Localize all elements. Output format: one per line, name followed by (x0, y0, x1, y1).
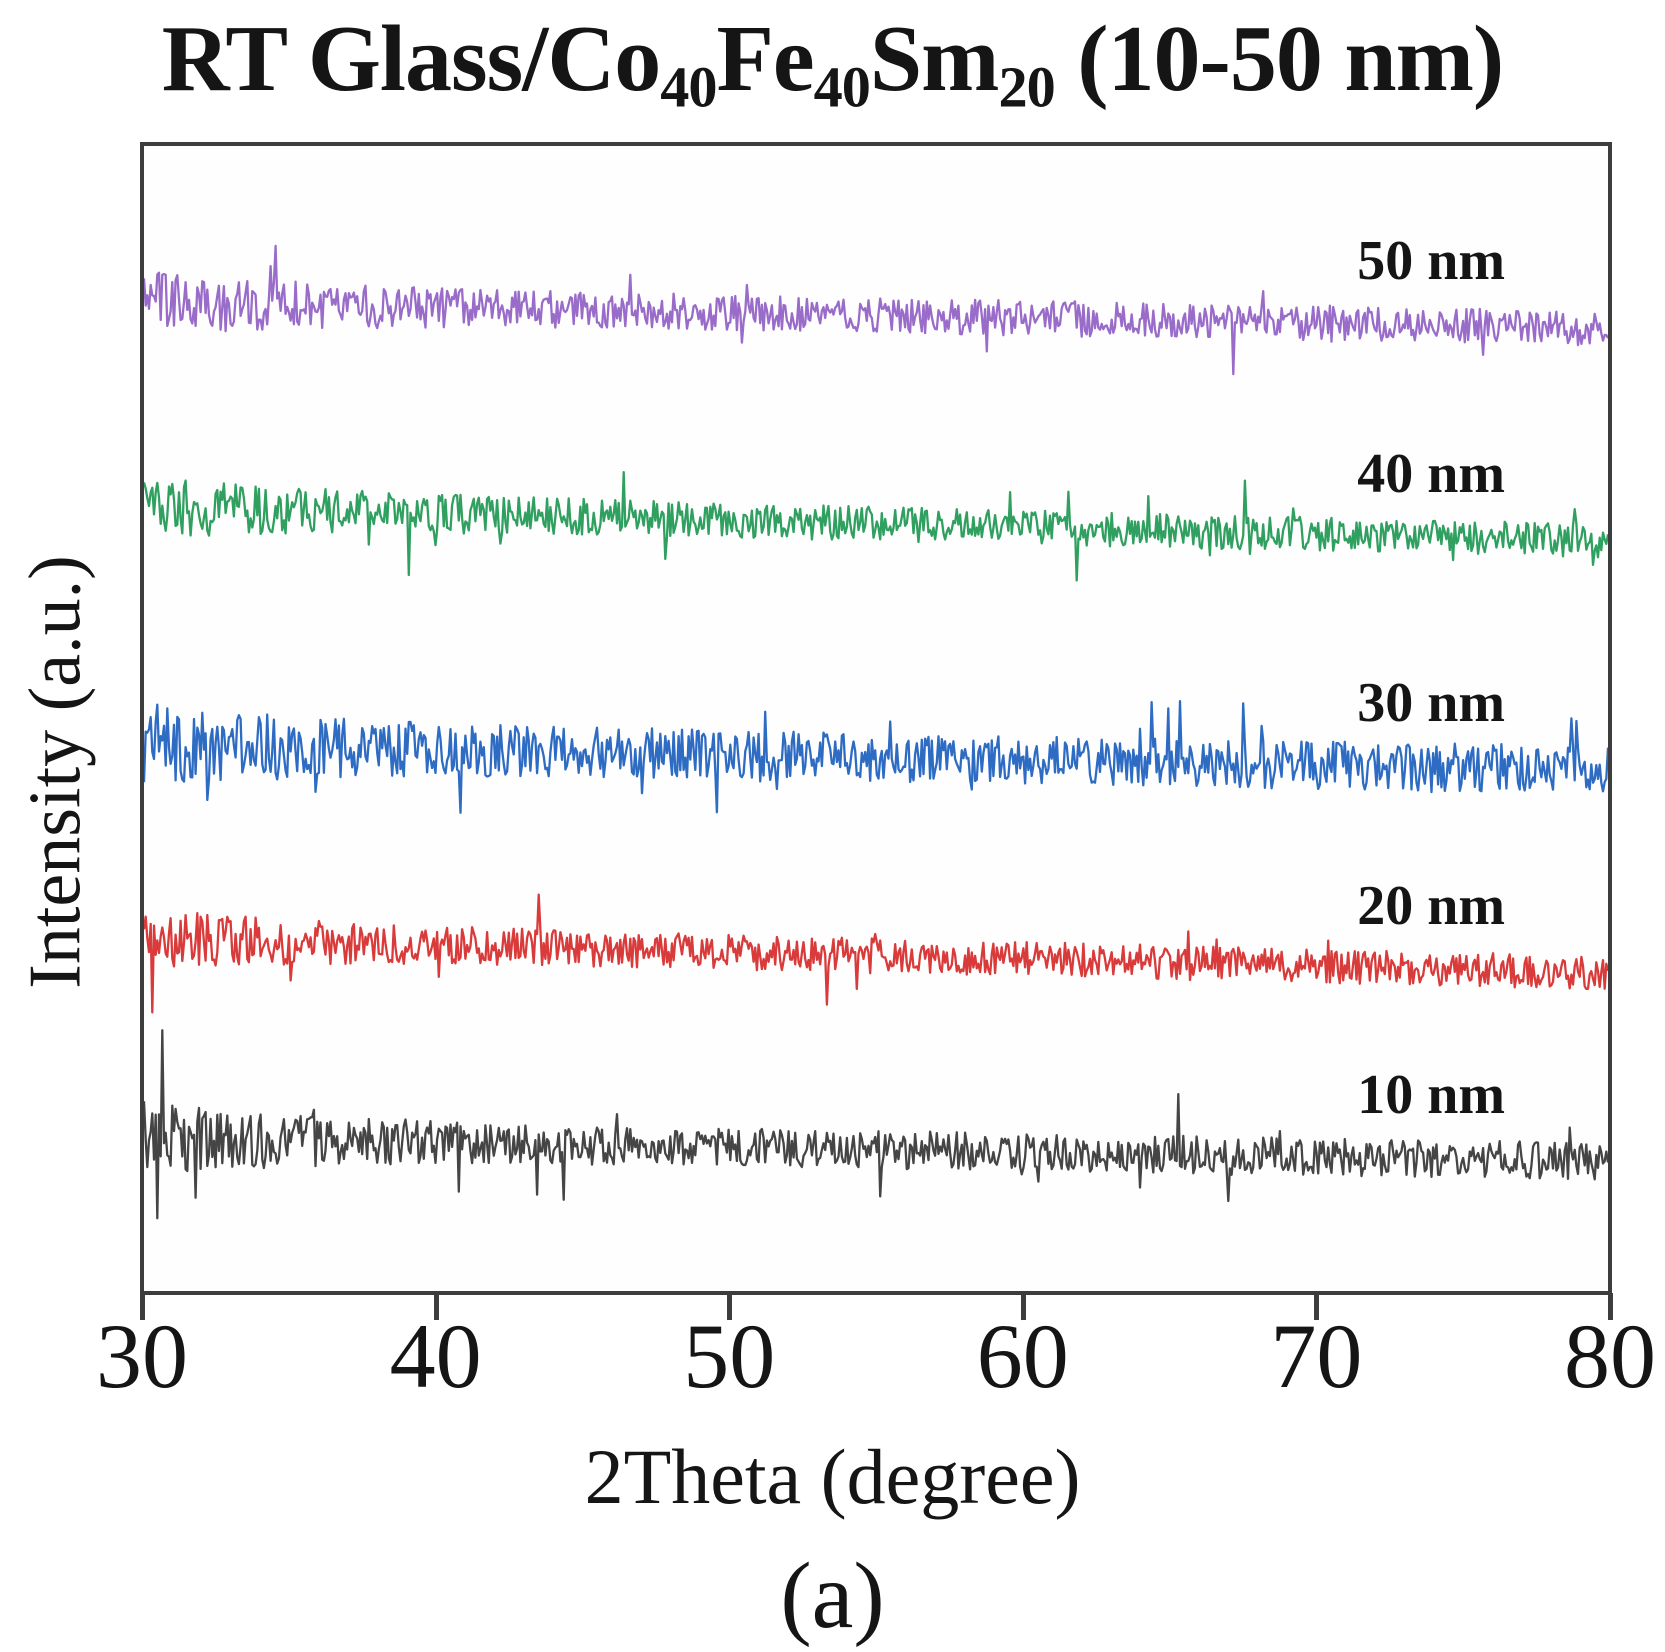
xrd-trace-40nm (144, 470, 1608, 582)
chart-title: RT Glass/Co40Fe40Sm20 (10-50 nm) (0, 7, 1665, 116)
xrd-trace-10nm (144, 1029, 1608, 1220)
x-tick-label-80: 80 (1564, 1305, 1656, 1407)
x-axis-title: 2Theta (degree) (584, 1433, 1081, 1520)
plot-area (140, 142, 1612, 1295)
title-subscript: 40 (813, 54, 871, 120)
x-tick-mark-50 (727, 1293, 733, 1320)
x-tick-label-70: 70 (1270, 1305, 1363, 1407)
xrd-traces-svg (144, 244, 1608, 1220)
x-tick-label-50: 50 (683, 1305, 776, 1407)
x-tick-label-30: 30 (96, 1305, 188, 1407)
x-tick-mark-60 (1020, 1293, 1026, 1320)
x-tick-mark-30 (140, 1293, 145, 1320)
x-tick-label-60: 60 (976, 1305, 1069, 1407)
title-text: RT Glass/Co (161, 7, 661, 111)
x-tick-mark-40 (433, 1293, 439, 1320)
x-tick-label-40: 40 (389, 1305, 482, 1407)
xrd-trace-50nm (144, 244, 1608, 376)
title-subscript: 40 (660, 54, 717, 120)
series-label-50nm: 50 nm (1357, 230, 1505, 293)
xrd-trace-30nm (144, 699, 1608, 814)
x-tick-mark-80 (1608, 1293, 1613, 1320)
title-text: Fe (716, 7, 814, 111)
xrd-trace-20nm (144, 893, 1608, 1014)
figure-caption: (a) (780, 1544, 885, 1648)
title-text: (10-50 nm) (1054, 7, 1504, 111)
series-label-10nm: 10 nm (1357, 1063, 1505, 1126)
series-label-30nm: 30 nm (1357, 672, 1505, 735)
y-axis-title: Intensity (a.u.) (14, 555, 97, 989)
x-tick-mark-70 (1314, 1293, 1320, 1320)
title-subscript: 20 (998, 54, 1055, 120)
title-text: Sm (869, 7, 1000, 111)
series-label-40nm: 40 nm (1357, 443, 1505, 506)
series-label-20nm: 20 nm (1357, 874, 1505, 937)
